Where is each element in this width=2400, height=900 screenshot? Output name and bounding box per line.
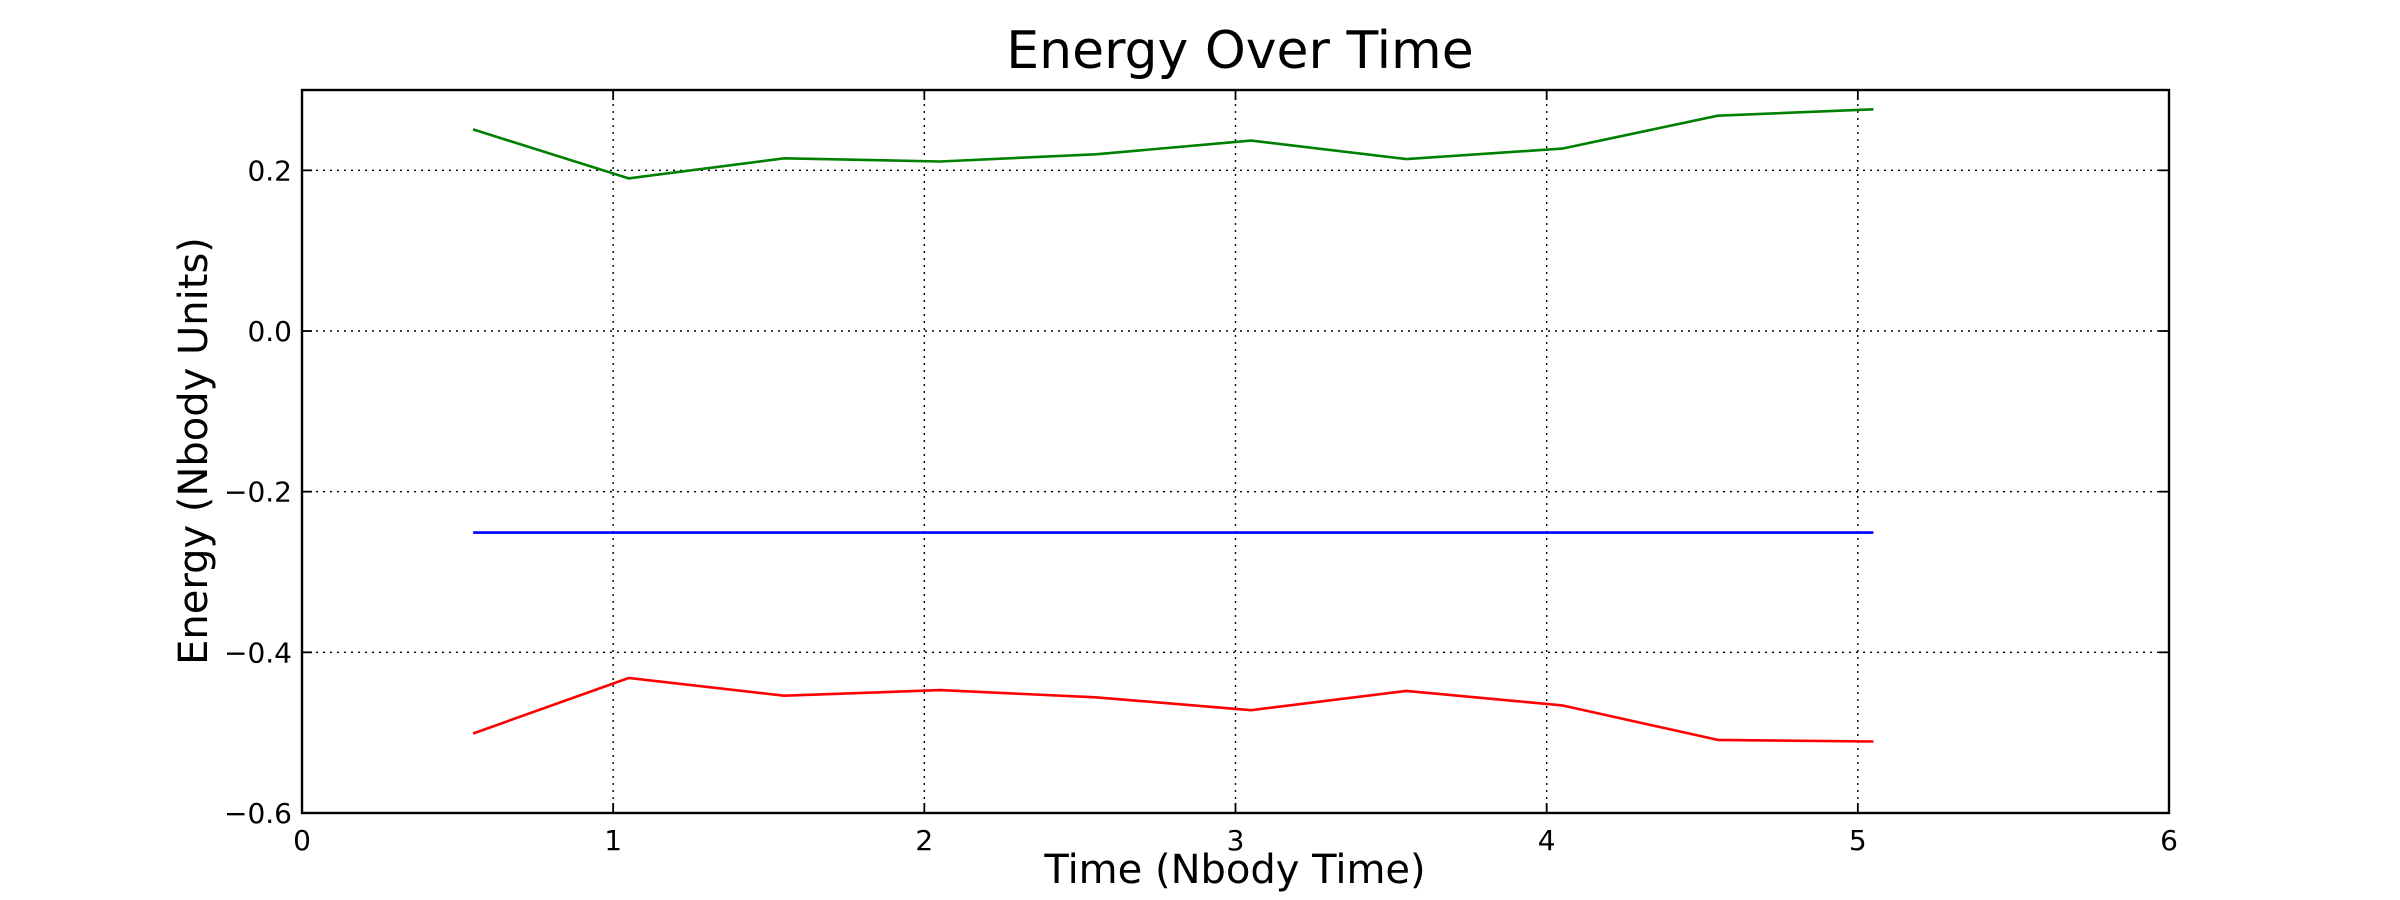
y-tick-label: 0.2 [247,154,292,187]
x-tick-label: 1 [604,824,622,857]
series-line-green [472,108,1874,180]
x-tick-label: 2 [915,824,933,857]
grid-layer [302,90,2169,813]
series-layer [472,108,1874,743]
x-tick-label: 5 [1849,824,1867,857]
x-tick-label: 4 [1538,824,1556,857]
x-tick-label: 0 [293,824,311,857]
y-tick-label: −0.2 [224,476,292,509]
x-tick-label: 6 [2160,824,2178,857]
y-tick-label: 0.0 [247,315,292,348]
x-tick-label: 3 [1227,824,1245,857]
tick-layer: 0 1 2 3 4 5 6 −0.6 −0.4 −0.2 0.0 0.2 [224,90,2178,857]
y-tick-label: −0.6 [224,797,292,830]
y-tick-label: −0.4 [224,636,292,669]
plot-frame [300,88,2171,815]
y-axis-label: Energy (Nbody Units) [171,237,217,665]
chart-title: Energy Over Time [1006,21,1473,81]
series-line-red [472,676,1874,743]
x-axis-label: Time (Nbody Time) [1043,847,1425,893]
